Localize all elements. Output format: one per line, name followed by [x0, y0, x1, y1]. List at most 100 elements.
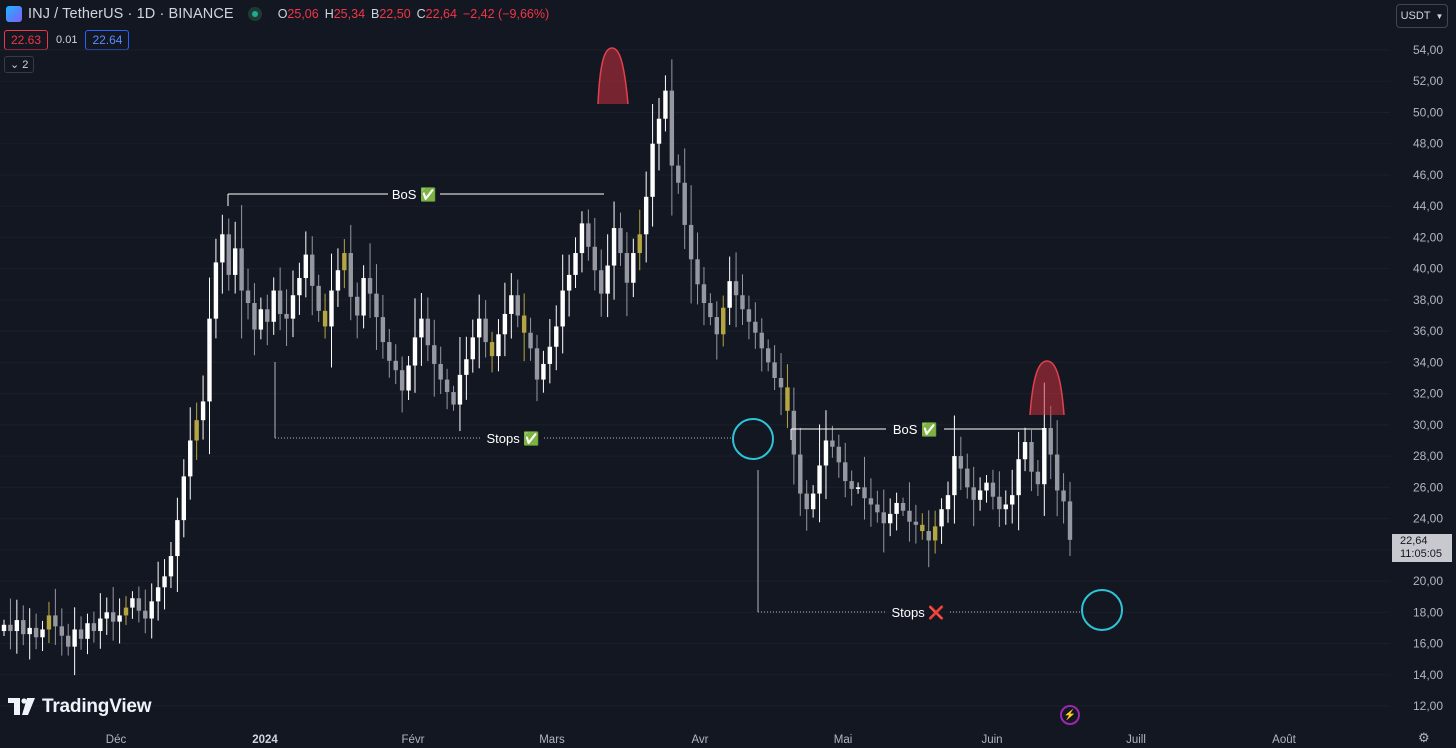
bos-label-2: BoS ✅: [893, 422, 937, 437]
lightning-icon[interactable]: ⚡: [1060, 705, 1080, 725]
candle-body: [297, 278, 302, 296]
candle-body: [1067, 501, 1073, 540]
candle-body: [207, 318, 212, 402]
candle-body: [316, 285, 321, 311]
peak-marker-1: [597, 47, 629, 105]
time-axis[interactable]: Déc 2024 Févr Mars Avr Mai Juin Juill Août: [106, 734, 1297, 746]
indicator-toggle[interactable]: ⌄ 2: [4, 56, 35, 73]
candle-body: [862, 487, 867, 499]
candle-body: [753, 321, 758, 333]
high-value: 25,34: [333, 7, 366, 21]
candle-body: [605, 265, 610, 294]
stops-annotation-1[interactable]: Stops ✅: [274, 362, 774, 460]
candle-body: [830, 440, 835, 447]
liquidity-circle-1: [732, 418, 774, 460]
candle-body: [509, 295, 514, 314]
candle-body: [843, 462, 848, 482]
y-tick-label: 12,00: [1413, 699, 1443, 713]
y-tick-label: 48,00: [1413, 137, 1443, 151]
bos-annotation-2[interactable]: BoS ✅: [790, 422, 1044, 440]
candle-body: [984, 482, 989, 491]
y-tick-label: 46,00: [1413, 168, 1443, 182]
candle-body: [91, 623, 97, 632]
candle-body: [21, 620, 26, 635]
currency-label: USDT: [1400, 10, 1431, 22]
tradingview-logo[interactable]: TradingView: [8, 696, 152, 718]
candle-body: [168, 556, 174, 577]
y-tick-label: 52,00: [1413, 74, 1443, 88]
candle-body: [746, 309, 752, 322]
candle-body: [451, 392, 456, 405]
ohlc-values: O25,06 H25,34 B22,50 C22,64 −2,42 (−9,66…: [278, 7, 549, 21]
y-tick-label: 50,00: [1413, 105, 1443, 119]
candle-body: [245, 290, 251, 304]
symbol-title[interactable]: INJ / TetherUS · 1D · BINANCE: [28, 6, 234, 22]
candle-body: [149, 601, 154, 619]
candle-body: [1022, 442, 1028, 460]
candle-body: [8, 624, 13, 632]
candle-body: [284, 313, 289, 319]
candle-body: [708, 303, 713, 318]
candle-body: [669, 90, 675, 166]
candle-body: [387, 342, 392, 361]
y-tick-label: 44,00: [1413, 199, 1443, 213]
price-axis[interactable]: 54,00 52,00 50,00 48,00 46,00 44,00 42,00 40,00…: [1413, 43, 1443, 713]
low-value: 22,50: [379, 7, 411, 21]
candle-body: [637, 234, 642, 254]
candle-body: [444, 379, 450, 393]
y-tick-label: 54,00: [1413, 43, 1443, 57]
candle-body: [534, 348, 540, 380]
candle-body: [958, 456, 964, 469]
candle-body: [823, 440, 829, 466]
candle-body: [798, 454, 803, 494]
stops-annotation-2[interactable]: Stops ❌: [757, 470, 1123, 631]
candle-body: [110, 612, 116, 622]
candle-body: [290, 295, 296, 319]
candle-body: [226, 234, 231, 275]
candle-body: [528, 332, 533, 349]
last-price-tag: 22,64 11:05:05: [1392, 534, 1452, 562]
currency-select[interactable]: USDT ▼: [1396, 4, 1448, 28]
candle-body: [213, 262, 219, 319]
candle-body: [772, 362, 777, 378]
candle-body: [220, 234, 225, 263]
candle-body: [59, 626, 64, 636]
y-tick-label: 40,00: [1413, 262, 1443, 276]
candle-body: [740, 295, 745, 310]
candle-body: [489, 342, 495, 357]
candle-body: [1042, 427, 1047, 485]
y-tick-label: 16,00: [1413, 637, 1443, 651]
candle-body: [611, 228, 617, 266]
candle-body: [27, 627, 32, 635]
candle-body: [123, 607, 129, 616]
y-tick-label: 24,00: [1413, 512, 1443, 526]
candle-body: [200, 401, 206, 421]
x-tick-label: Mars: [539, 734, 565, 746]
candle-body: [650, 143, 655, 197]
candle-body: [682, 182, 687, 225]
x-tick-label: Déc: [106, 734, 127, 746]
candle-body: [33, 627, 39, 638]
candle-body: [855, 487, 861, 489]
candle-body: [393, 360, 398, 371]
candle-body: [483, 318, 488, 343]
candle-body: [104, 612, 109, 619]
candle-body: [457, 374, 463, 405]
candle-body: [1003, 504, 1008, 510]
y-tick-label: 34,00: [1413, 355, 1443, 369]
candle-body: [310, 254, 315, 286]
candle-body: [676, 165, 681, 183]
settings-icon[interactable]: ⚙: [1418, 730, 1430, 745]
y-tick-label: 36,00: [1413, 324, 1443, 338]
candle-body: [663, 90, 668, 119]
candle-body: [721, 307, 726, 335]
bos-annotation-1[interactable]: BoS ✅: [227, 187, 604, 206]
candle-body: [258, 309, 264, 330]
candle-body: [72, 629, 77, 647]
candle-body: [46, 615, 52, 630]
x-tick-label: Juin: [981, 734, 1002, 746]
candle-body: [881, 512, 886, 524]
y-tick-label: 28,00: [1413, 449, 1443, 463]
candle-body: [354, 296, 360, 316]
